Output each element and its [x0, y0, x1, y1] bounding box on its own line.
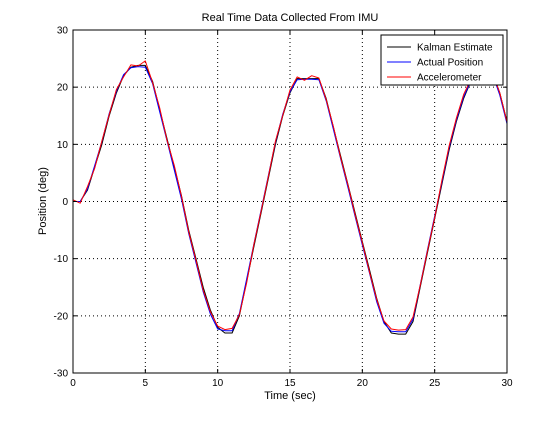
y-tick-label: -20	[54, 311, 69, 322]
x-tick-label: 25	[429, 378, 441, 389]
x-tick-label: 10	[212, 378, 224, 389]
legend-entries: Kalman Estimate Actual Position Accelerome…	[387, 43, 493, 84]
legend-label: Kalman Estimate	[417, 43, 493, 54]
y-tick-label: 0	[62, 197, 68, 208]
y-axis-label: Position (deg)	[37, 167, 49, 235]
y-tick-label: -10	[54, 254, 69, 265]
y-tick-label: 20	[57, 83, 69, 94]
y-tick-label: 10	[57, 140, 69, 151]
x-tick-label: 0	[70, 378, 76, 389]
series-line-accelerometer	[72, 60, 508, 331]
x-tick-label: 5	[143, 378, 149, 389]
legend-label: Actual Position	[417, 58, 483, 69]
x-tick-label: 15	[284, 378, 296, 389]
ticks	[72, 29, 508, 374]
x-tick-labels: 0 5 10 15 20 25 30	[70, 378, 513, 389]
y-tick-label: 30	[57, 26, 69, 37]
legend-label: Accelerometer	[417, 73, 482, 84]
chart-title: Real Time Data Collected From IMU	[202, 12, 379, 24]
x-axis-label: Time (sec)	[264, 390, 316, 402]
series-layer	[72, 60, 508, 335]
legend: Kalman Estimate Actual Position Accelerome…	[380, 34, 504, 86]
x-tick-label: 30	[501, 378, 513, 389]
grid	[73, 30, 507, 373]
y-tick-labels: -30 -20 -10 0 10 20 30	[54, 26, 69, 380]
x-tick-label: 20	[357, 378, 369, 389]
y-tick-label: -30	[54, 369, 69, 380]
